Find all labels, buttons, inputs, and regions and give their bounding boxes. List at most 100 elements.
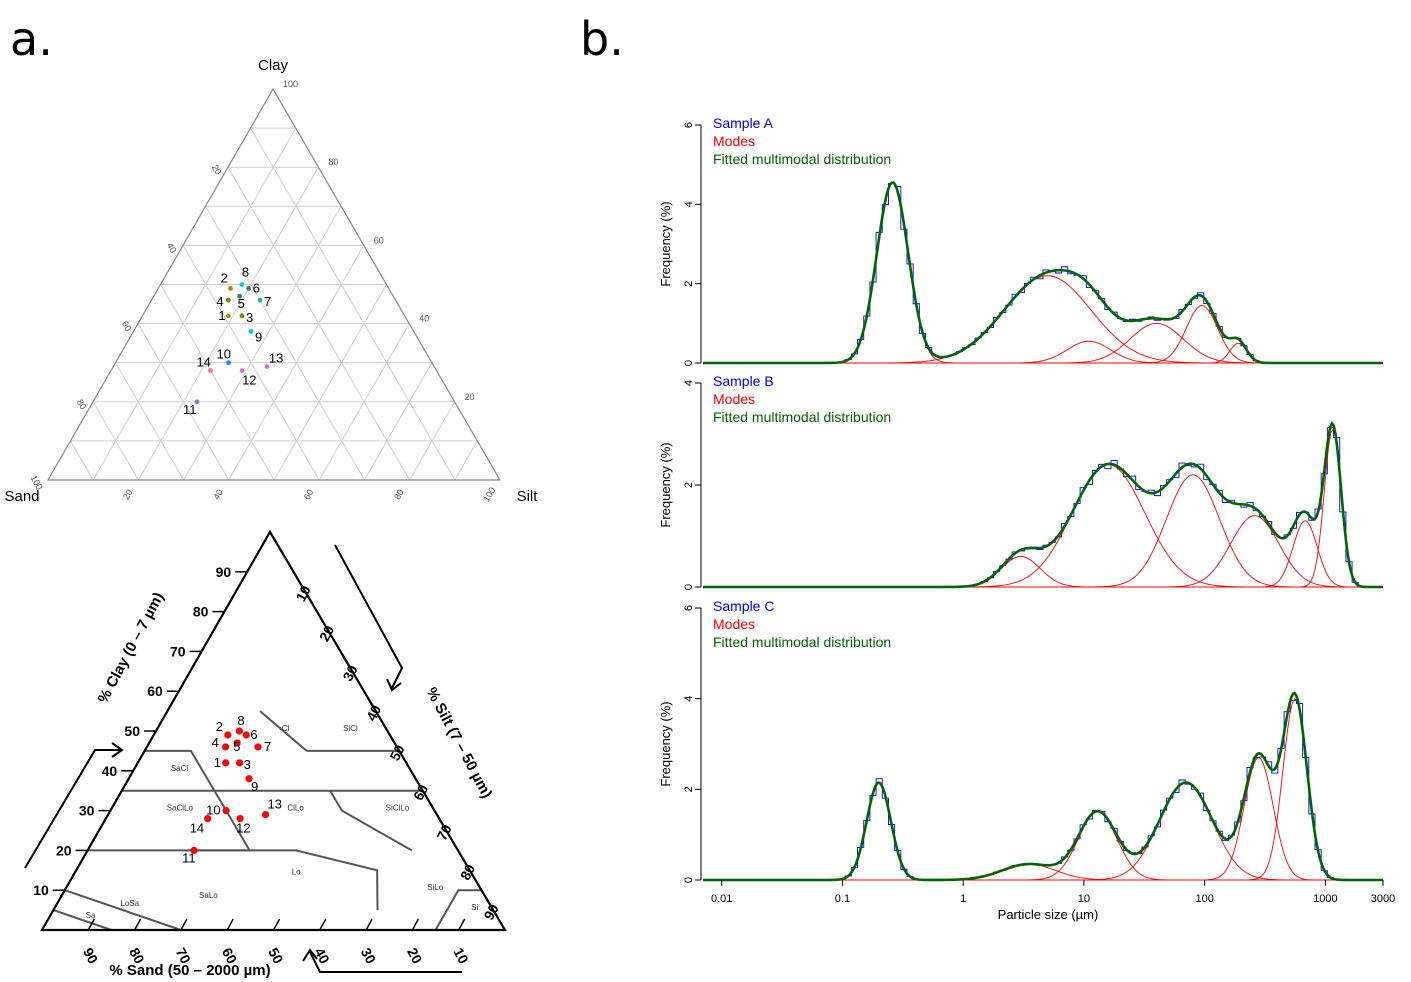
ternary-point-label: 8	[242, 265, 249, 280]
tick-sand: 90	[80, 945, 102, 966]
ternary-point	[237, 293, 243, 299]
legend-item: Modes	[713, 133, 755, 149]
tick-mark-sand	[133, 918, 142, 931]
grid-line-silt	[183, 206, 342, 481]
tick-clay: 40	[419, 314, 429, 324]
ternary-point-label: 9	[255, 329, 262, 344]
y-tick-label: 4	[683, 696, 695, 702]
ternary-point	[264, 364, 270, 370]
histogram	[703, 700, 1383, 881]
boundary-si2	[434, 889, 482, 931]
tick-clay: 100	[283, 79, 298, 89]
grid-line-silt	[409, 401, 456, 481]
ternary-point	[226, 360, 231, 366]
axis-label-sand: % Sand (50 – 2000 µm)	[109, 962, 270, 979]
soil-class-labels: Cl SiCl SaCl ClLo SiClLo SaClLo Lo SiLo SaLo LoSa…	[86, 724, 479, 920]
soil-point	[204, 814, 212, 823]
mode-curve	[703, 757, 1383, 881]
ternary-point-label: 10	[217, 347, 231, 362]
tick-clay: 50	[124, 723, 140, 739]
mode-curve	[703, 515, 1383, 588]
boundary-cl	[259, 710, 308, 752]
tick-silt: 60	[302, 488, 316, 502]
axis-label-silt: % Silt (7 – 50 µm)	[423, 685, 496, 801]
ternary-point-label: 14	[196, 355, 210, 370]
tick-sand: 40	[165, 241, 179, 255]
gsd-panel-1: 0 2 4 6 Frequency (%) Sample A Modes Fitted mul…	[658, 115, 1383, 366]
tick-silt: 40	[211, 488, 225, 502]
grid-line-sand	[160, 284, 275, 481]
y-tick-label: 0	[683, 877, 695, 883]
vertex-label-clay: Clay	[258, 57, 289, 74]
panel-letter-a: a.	[10, 12, 53, 66]
tick-sand: 80	[126, 945, 148, 966]
tick-silt: 30	[339, 662, 361, 683]
soil-class-sa: Sa	[86, 911, 96, 920]
x-tick-label: 0.01	[711, 893, 732, 905]
x-axis-label: Particle size (µm)	[998, 907, 1099, 922]
ternary-point-label: 12	[242, 373, 256, 388]
soil-point-label: 5	[233, 739, 240, 754]
tick-mark-sand	[365, 918, 373, 931]
mode-curve	[703, 464, 1383, 588]
soil-point-label: 6	[250, 727, 257, 742]
soil-point	[224, 731, 232, 739]
grid-line-sand	[250, 127, 456, 481]
boundary-lo	[249, 849, 379, 911]
tick-silt: 80	[392, 488, 406, 502]
boundary-ciloc	[329, 790, 413, 852]
tick-mark-silt	[292, 571, 301, 584]
y-tick-label: 0	[683, 360, 695, 366]
legend-item: Fitted multimodal distribution	[713, 409, 891, 425]
soil-ticks: 1010102020203030304040405050506060607070…	[33, 564, 502, 967]
tick-silt: 90	[480, 901, 502, 922]
tick-mark-sand	[272, 918, 281, 931]
tick-sand: 80	[75, 397, 89, 411]
tick-silt: 60	[410, 782, 432, 803]
tick-sand: 60	[219, 945, 241, 966]
tick-silt: 80	[457, 861, 479, 882]
tick-silt: 40	[363, 702, 385, 723]
tick-mark-sand	[180, 918, 188, 931]
ternary-point	[239, 313, 245, 319]
y-tick-label: 0	[683, 584, 695, 590]
ternary-point	[239, 282, 245, 287]
mode-curve	[703, 305, 1383, 364]
mode-curve	[703, 275, 1383, 364]
soil-point	[236, 814, 244, 823]
soil-axis-arrows	[24, 544, 462, 973]
mode-curve	[703, 698, 1383, 881]
ternary-point	[248, 329, 254, 334]
soil-class-sicllo: SiClLo	[386, 804, 410, 813]
ternary-point	[194, 399, 200, 405]
grid-line-silt	[363, 362, 433, 481]
soil-point	[245, 775, 253, 783]
tick-silt: 100	[481, 485, 497, 503]
tick-silt: 50	[386, 742, 408, 763]
tick-sand: 50	[265, 945, 287, 966]
arrow-clay-head	[111, 742, 124, 758]
soil-point-label: 4	[212, 735, 219, 750]
soil-point	[235, 727, 243, 735]
soil-point-label: 2	[216, 719, 223, 734]
arrow-clay	[24, 749, 120, 869]
tick-mark-silt	[386, 730, 395, 743]
grid-line-sand	[137, 323, 230, 481]
tick-sand: 40	[311, 945, 333, 966]
soil-point-label: 7	[264, 739, 271, 754]
tick-mark-silt	[480, 889, 489, 902]
soil-class-silo: SiLo	[427, 883, 444, 892]
soil-class-sacllo: SaClLo	[167, 804, 194, 813]
mode-curve	[703, 863, 1383, 881]
tick-mark-sand	[458, 918, 466, 931]
ternary-grid	[70, 127, 478, 481]
x-tick-label: 10	[1078, 893, 1090, 905]
gsd-panel-2: 0 2 4 Frequency (%) Sample B Modes Fitted mult…	[658, 373, 1383, 590]
y-axis-label: Frequency (%)	[658, 442, 673, 527]
fitted-curve	[703, 691, 1383, 882]
mode-curve	[703, 474, 1383, 588]
tick-sand: 30	[358, 945, 380, 966]
